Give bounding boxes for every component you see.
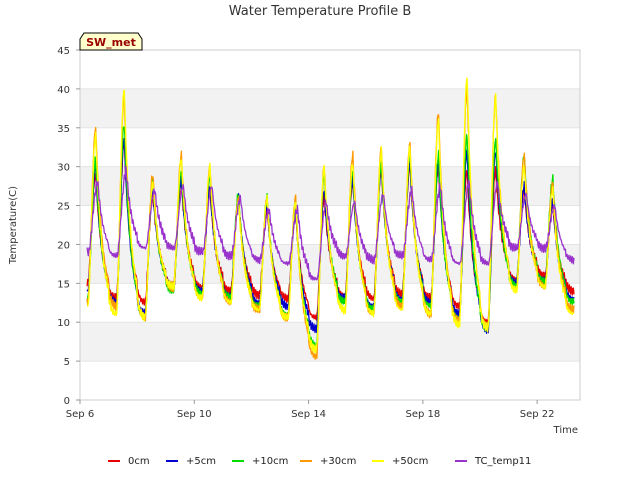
legend-label: +30cm [320,456,356,467]
legend-label: +5cm [186,456,216,467]
y-tick-label: 5 [64,357,70,368]
y-tick-label: 45 [57,46,70,57]
x-tick-label: Sep 6 [66,409,94,420]
x-axis-label: Time [553,425,578,436]
badge-label: SW_met [86,36,136,49]
grid-band [80,166,580,206]
legend: 0cm +5cm +10cm +30cm +50cm TC_temp11 [108,456,531,467]
y-tick-label: 25 [57,202,70,213]
x-axis-ticks: Sep 6 Sep 10 Sep 14 Sep 18 Sep 22 [66,400,555,420]
grid-band [80,88,580,128]
legend-label: TC_temp11 [474,456,531,467]
y-tick-label: 30 [57,163,70,174]
x-tick-label: Sep 10 [177,409,212,420]
chart-title: Water Temperature Profile B [229,4,412,19]
series-lines [86,77,575,360]
x-tick-label: Sep 22 [520,409,555,420]
y-tick-label: 35 [57,124,70,135]
y-tick-label: 15 [57,279,70,290]
plot-frame [79,49,581,401]
legend-label: 0cm [128,456,150,467]
y-tick-label: 10 [57,318,70,329]
y-tick-label: 20 [57,240,70,251]
y-tick-label: 0 [64,396,70,407]
legend-label: +50cm [392,456,428,467]
y-tick-label: 40 [57,85,70,96]
x-tick-label: Sep 18 [405,409,440,420]
y-axis-ticks: 0 5 10 15 20 25 30 35 40 45 [57,46,80,407]
x-tick-label: Sep 14 [291,409,326,420]
sw-met-badge: SW_met [79,32,143,51]
series-line-50cm [86,77,575,354]
legend-label: +10cm [252,456,288,467]
y-axis-label: Temperature(C) [8,186,19,265]
series-line-tctemp11 [86,165,575,281]
grid-band [80,322,580,362]
